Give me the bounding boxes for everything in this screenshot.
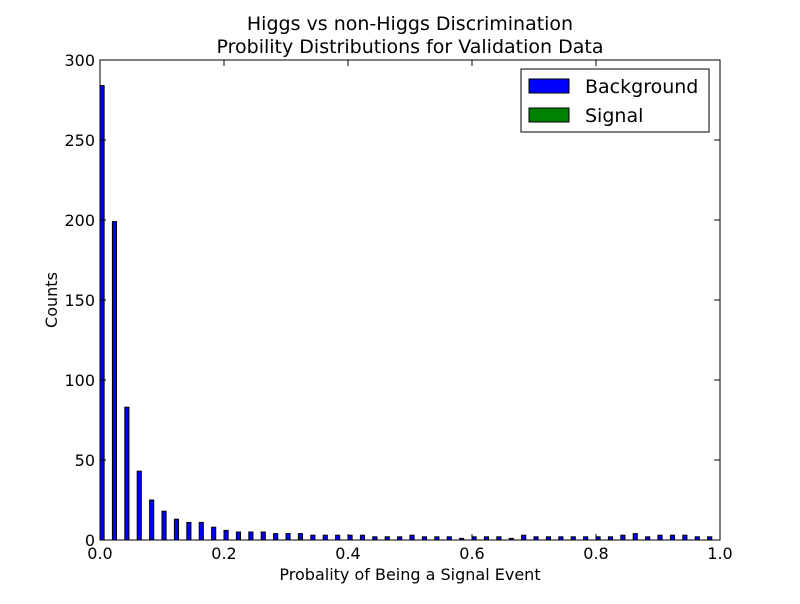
background-bar <box>297 533 304 541</box>
background-bar <box>124 406 130 541</box>
chart-title: Higgs vs non-Higgs Discrimination <box>247 13 573 35</box>
x-tick-label: 0.8 <box>583 544 608 563</box>
background-bar <box>310 534 316 541</box>
y-tick-label: 200 <box>64 211 95 230</box>
chart-subtitle: Probility Distributions for Validation D… <box>217 36 604 58</box>
legend-label-background: Background <box>585 76 698 98</box>
background-bar <box>273 533 279 541</box>
chart-legend: Background Signal <box>520 68 710 133</box>
background-bar <box>669 534 676 541</box>
y-tick-label: 100 <box>64 371 95 390</box>
x-tick-label: 0.4 <box>335 544 360 563</box>
bar-layer <box>99 85 713 541</box>
background-bar <box>223 529 229 541</box>
background-bar <box>409 534 415 541</box>
y-tick-label: 0 <box>85 531 95 550</box>
background-bar <box>335 534 341 541</box>
background-bar <box>347 534 353 541</box>
x-tick-label: 1.0 <box>707 544 732 563</box>
background-bar <box>657 534 663 541</box>
background-bar <box>173 518 180 541</box>
x-tick-label: 0.6 <box>459 544 484 563</box>
y-tick-label: 250 <box>64 131 95 150</box>
background-bar <box>285 533 291 541</box>
background-bar <box>99 85 105 541</box>
background-bar <box>359 534 366 541</box>
tick-layer: 0.0 0.2 0.4 0.6 0.8 1.0 0 50 100 150 200 250 300 <box>64 51 732 563</box>
background-bar <box>620 534 626 541</box>
y-axis-label: Counts <box>42 272 61 328</box>
background-bar <box>632 533 638 541</box>
background-bar <box>248 531 254 541</box>
background-bar <box>161 510 167 541</box>
background-bar <box>111 221 118 541</box>
y-tick-label: 150 <box>64 291 95 310</box>
background-bar <box>682 534 688 541</box>
background-bar <box>235 531 242 541</box>
legend-swatch-signal <box>528 107 570 123</box>
background-bar <box>322 534 328 541</box>
background-bar <box>260 531 266 541</box>
background-bar <box>149 499 155 541</box>
background-bar <box>198 521 204 541</box>
legend-label-signal: Signal <box>585 105 643 127</box>
background-bar <box>211 526 217 541</box>
y-tick-label: 300 <box>64 51 95 70</box>
background-bar <box>521 534 527 541</box>
background-bar <box>186 521 192 541</box>
x-axis-label: Probality of Being a Signal Event <box>279 565 540 584</box>
y-tick-label: 50 <box>75 451 95 470</box>
x-tick-label: 0.2 <box>211 544 236 563</box>
background-bar <box>136 470 142 541</box>
legend-swatch-background <box>528 78 570 94</box>
x-tick-label: 0.0 <box>87 544 112 563</box>
